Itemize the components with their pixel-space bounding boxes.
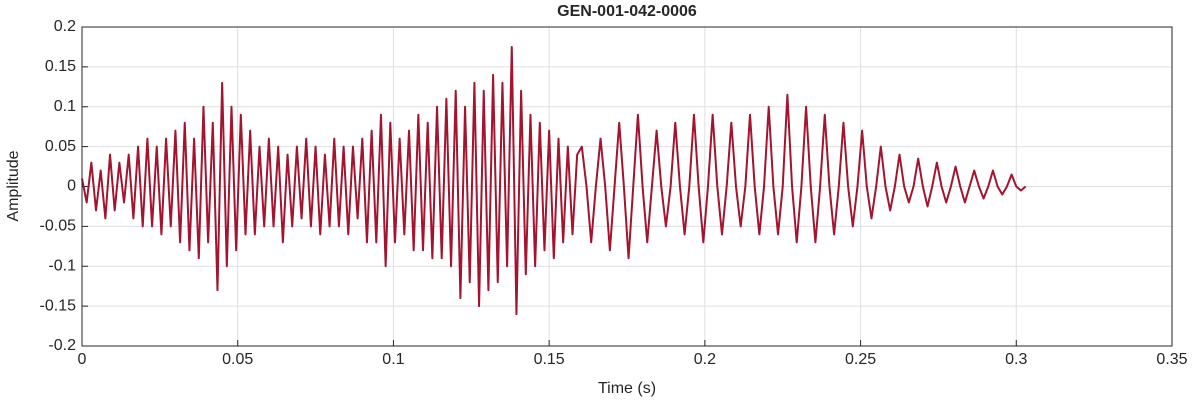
x-tick-label: 0.05 [222, 351, 253, 368]
y-axis-label: Amplitude [5, 150, 22, 221]
y-tick-label: 0 [67, 178, 76, 195]
x-tick-label: 0.15 [534, 351, 565, 368]
x-tick-label: 0.35 [1156, 351, 1187, 368]
y-tick-label: 0.1 [54, 98, 76, 115]
waveform-line [81, 45, 1027, 316]
plot-frame [81, 26, 1173, 347]
y-tick-label: -0.15 [40, 297, 77, 314]
x-axis-label: Time (s) [598, 380, 656, 397]
y-tick-label: -0.1 [48, 257, 76, 274]
x-tick-label: 0.25 [845, 351, 876, 368]
x-tick-label: 0.2 [694, 351, 716, 368]
y-tick-label: -0.2 [48, 337, 76, 354]
y-tick-label: 0.05 [45, 138, 76, 155]
y-tick-label: -0.05 [40, 218, 77, 235]
x-tick-label: 0.3 [1005, 351, 1027, 368]
y-tick-label: 0.15 [45, 58, 76, 75]
chart-title: GEN-001-042-0006 [557, 3, 697, 20]
x-tick-label: 0.1 [382, 351, 404, 368]
x-tick-label: 0 [78, 351, 87, 368]
y-tick-label: 0.2 [54, 18, 76, 35]
